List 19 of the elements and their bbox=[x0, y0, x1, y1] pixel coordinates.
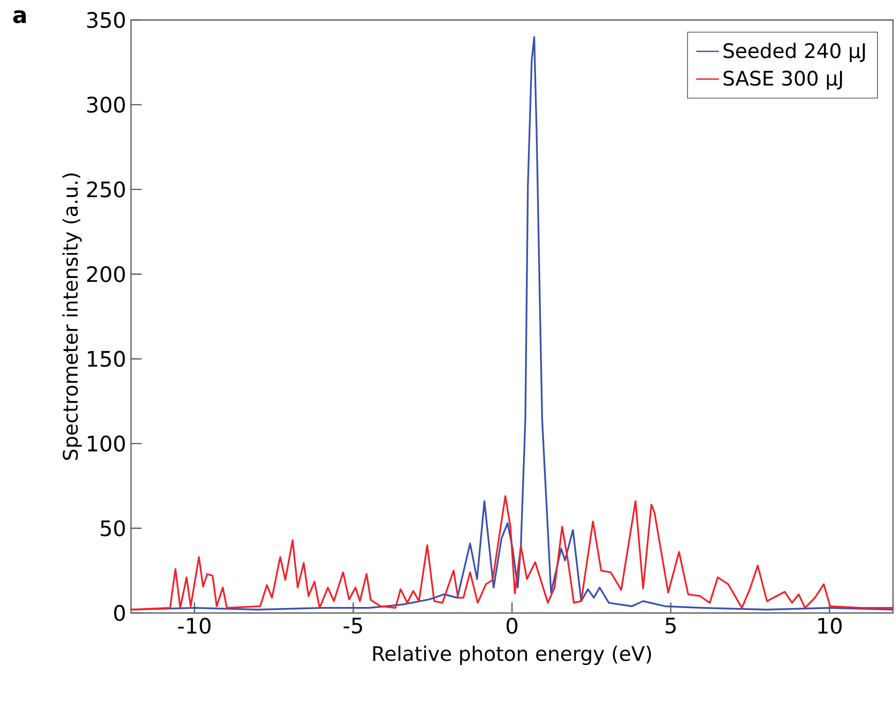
y-tick-label: 250 bbox=[87, 181, 125, 198]
x-tick-label: -10 bbox=[178, 618, 210, 634]
x-tick-label: -5 bbox=[344, 618, 362, 634]
y-tick-label: 100 bbox=[88, 435, 125, 452]
y-axis-title: Spectrometer intensity (a.u.) bbox=[62, 174, 82, 460]
y-tick-label: 200 bbox=[87, 266, 125, 282]
y-tick-label: 0 bbox=[114, 604, 125, 622]
text: a bbox=[13, 10, 26, 24]
x-tick-label: 0 bbox=[506, 618, 518, 634]
x-tick-label: 10 bbox=[818, 618, 842, 634]
line-series bbox=[131, 495, 893, 610]
y-tick-label: 50 bbox=[100, 520, 125, 536]
x-axis-title: Relative photon energy (eV) bbox=[373, 646, 651, 666]
legend-label: SASE 300 μJ bbox=[724, 70, 842, 90]
legend-label: Seeded 240 μJ bbox=[724, 42, 865, 62]
y-tick-label: 350 bbox=[87, 12, 125, 28]
y-tick-label: 150 bbox=[88, 350, 125, 367]
x-tick-label: 5 bbox=[666, 618, 676, 634]
y-tick-label: 300 bbox=[87, 96, 125, 113]
